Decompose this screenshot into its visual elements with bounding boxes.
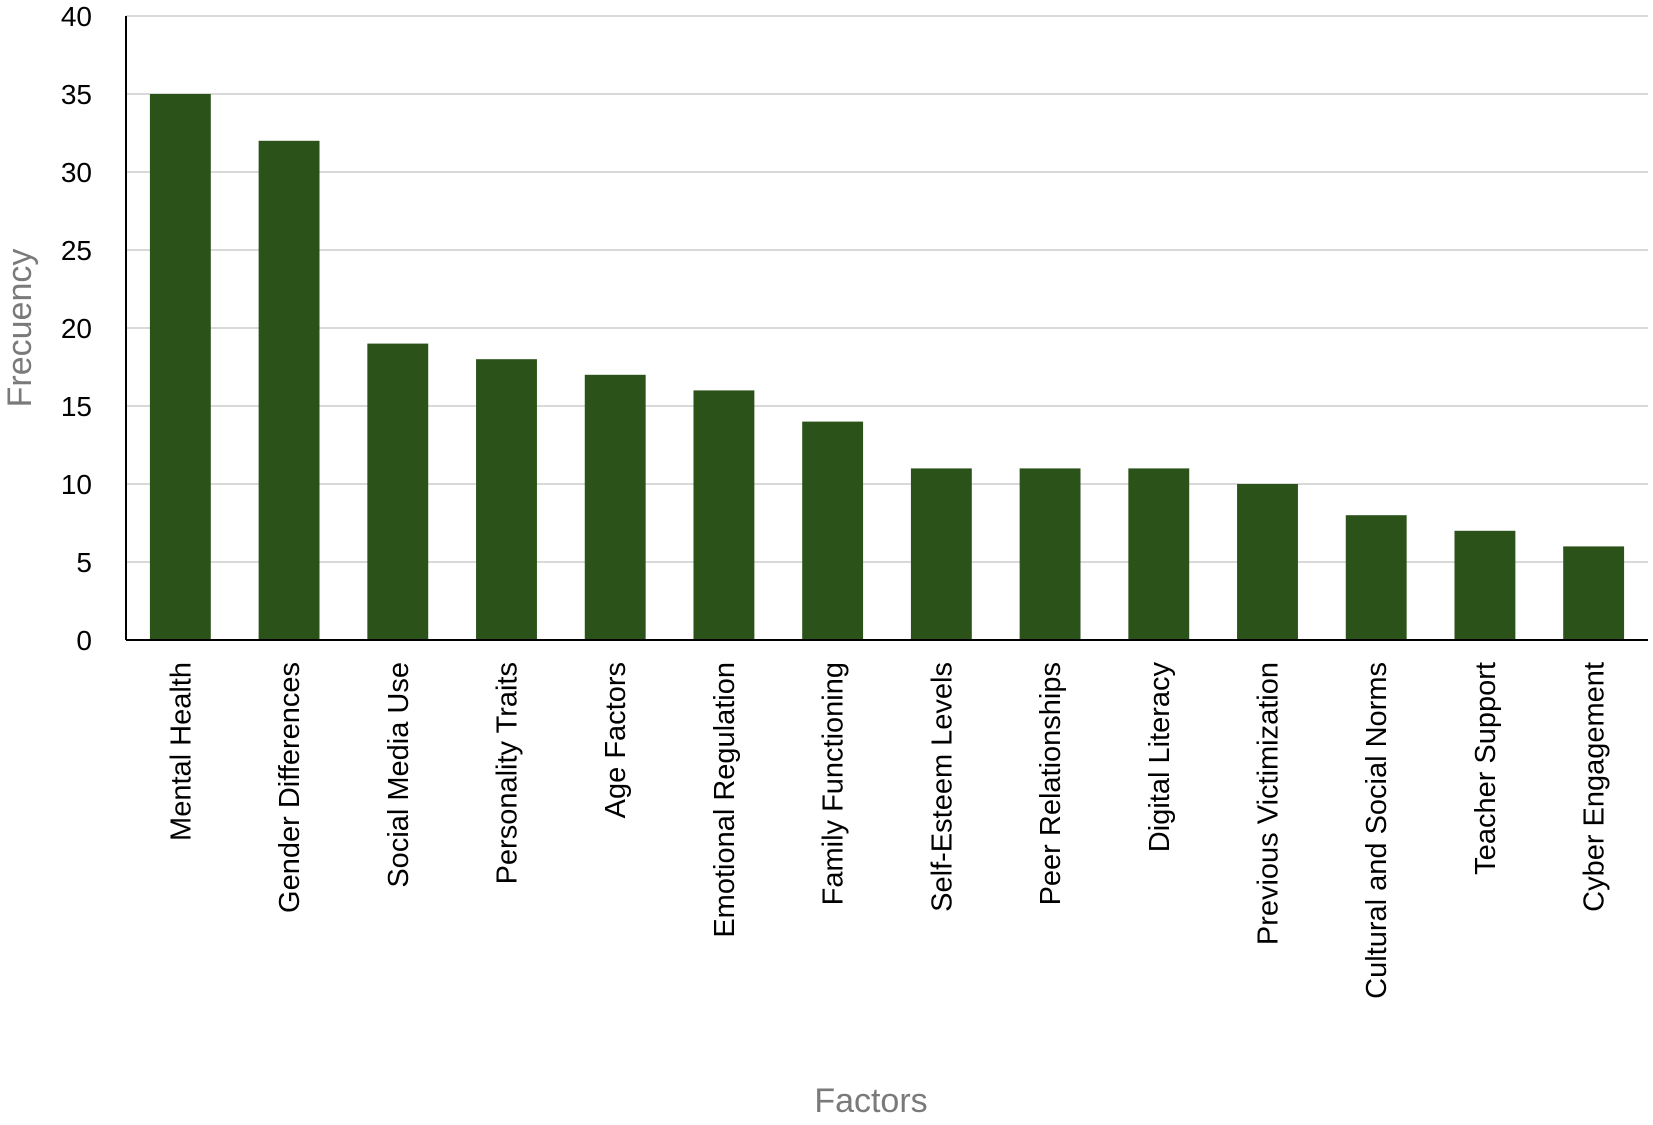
bar [258, 140, 320, 641]
y-tick-label: 35 [61, 79, 92, 110]
y-tick-label: 30 [61, 157, 92, 188]
y-tick-labels: 0 5 10 15 20 25 30 35 40 [61, 1, 92, 656]
x-tick-label: Personality Traits [492, 662, 524, 884]
bar [1345, 515, 1407, 640]
bar [1454, 530, 1516, 640]
x-tick-label: Gender Differences [274, 662, 306, 913]
x-tick-label: Self-Esteem Levels [926, 662, 958, 912]
x-tick-label: Digital Literacy [1144, 662, 1176, 853]
y-tick-label: 10 [61, 469, 92, 500]
x-tick-label: Peer Relationships [1035, 662, 1067, 905]
bar [693, 390, 755, 640]
bar [1237, 484, 1298, 640]
x-tick-label: Previous Victimization [1253, 662, 1285, 945]
x-tick-label: Age Factors [600, 662, 632, 818]
x-tick-label: Mental Health [165, 662, 197, 841]
bar [1128, 468, 1190, 640]
bar [910, 468, 972, 640]
y-tick-label: 40 [61, 1, 92, 32]
x-tick-label: Emotional Regulation [709, 662, 741, 938]
axes [125, 16, 1648, 641]
bar [584, 374, 646, 640]
bar [1019, 468, 1081, 640]
bar [367, 343, 429, 640]
x-tick-label: Cultural and Social Norms [1361, 662, 1393, 999]
y-axis-title: Frecuency [1, 249, 39, 408]
y-tick-label: 0 [76, 625, 92, 656]
x-axis-title: Factors [814, 1082, 927, 1120]
x-tick-label: Social Media Use [383, 662, 415, 888]
x-tick-label: Family Functioning [818, 662, 850, 905]
y-tick-label: 15 [61, 391, 92, 422]
x-tick-label: Cyber Engagement [1579, 662, 1611, 912]
bar [149, 94, 211, 640]
gridlines [126, 15, 1648, 563]
x-tick-label: Teacher Support [1470, 662, 1502, 875]
y-tick-label: 25 [61, 235, 92, 266]
y-tick-label: 5 [76, 547, 92, 578]
x-tick-labels: Mental Health Gender Differences Social Me… [165, 662, 1610, 999]
bar [1563, 546, 1625, 640]
bar [802, 421, 864, 640]
y-tick-label: 20 [61, 313, 92, 344]
bar [476, 359, 537, 640]
bars [149, 94, 1625, 641]
